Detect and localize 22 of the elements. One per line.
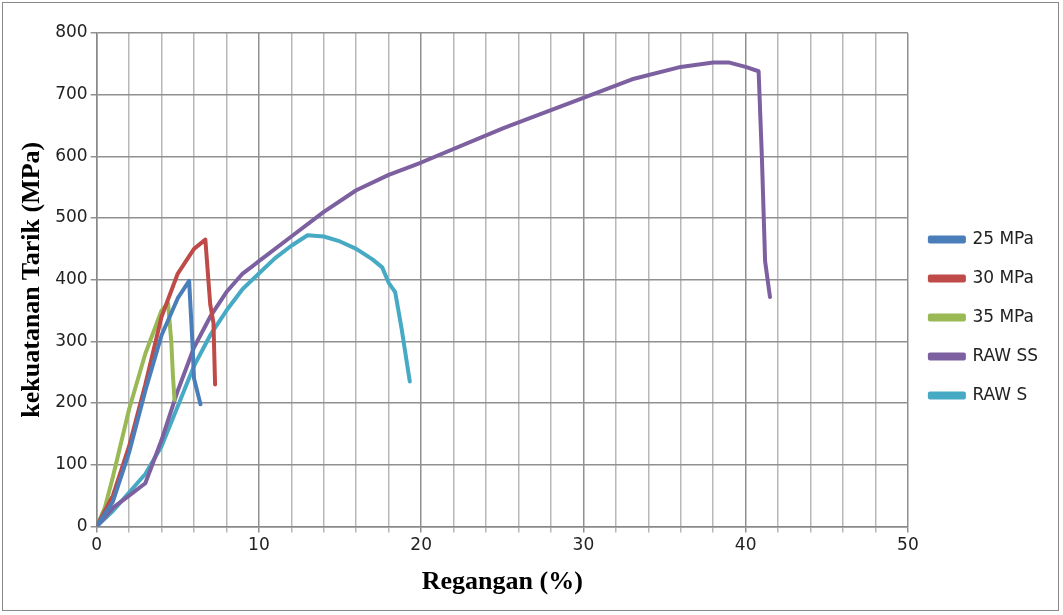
legend-label: 30 MPa bbox=[972, 266, 1034, 287]
y-tick-label: 100 bbox=[55, 453, 88, 474]
y-tick-label: 600 bbox=[55, 144, 88, 165]
x-tick-label: 30 bbox=[572, 534, 595, 555]
x-tick-label: 40 bbox=[734, 534, 757, 555]
y-tick-label: 200 bbox=[55, 391, 88, 412]
y-tick-label: 800 bbox=[55, 21, 88, 42]
y-tick-label: 400 bbox=[55, 268, 88, 289]
legend-label: 25 MPa bbox=[972, 227, 1034, 248]
x-tick-label: 10 bbox=[248, 534, 270, 555]
legend-label: RAW S bbox=[972, 383, 1028, 404]
x-axis-title: Regangan (%) bbox=[421, 566, 583, 596]
y-axis-title: kekuatanan Tarik (MPa) bbox=[16, 141, 46, 418]
x-tick-label: 0 bbox=[91, 534, 103, 555]
y-tick-label: 700 bbox=[55, 83, 88, 104]
y-tick-label: 300 bbox=[55, 329, 88, 350]
y-tick-label: 0 bbox=[76, 514, 88, 535]
x-tick-label: 50 bbox=[897, 534, 919, 555]
x-tick-label: 20 bbox=[410, 534, 432, 555]
legend-label: 35 MPa bbox=[972, 305, 1034, 326]
y-tick-label: 500 bbox=[55, 206, 88, 227]
legend-label: RAW SS bbox=[972, 344, 1039, 365]
